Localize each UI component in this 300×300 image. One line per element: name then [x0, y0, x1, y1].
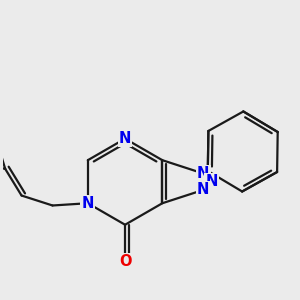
- Text: N: N: [197, 166, 209, 181]
- Text: O: O: [119, 254, 131, 269]
- Text: N: N: [197, 182, 209, 197]
- Text: N: N: [119, 131, 131, 146]
- Text: N: N: [82, 196, 94, 211]
- Text: N: N: [205, 174, 218, 189]
